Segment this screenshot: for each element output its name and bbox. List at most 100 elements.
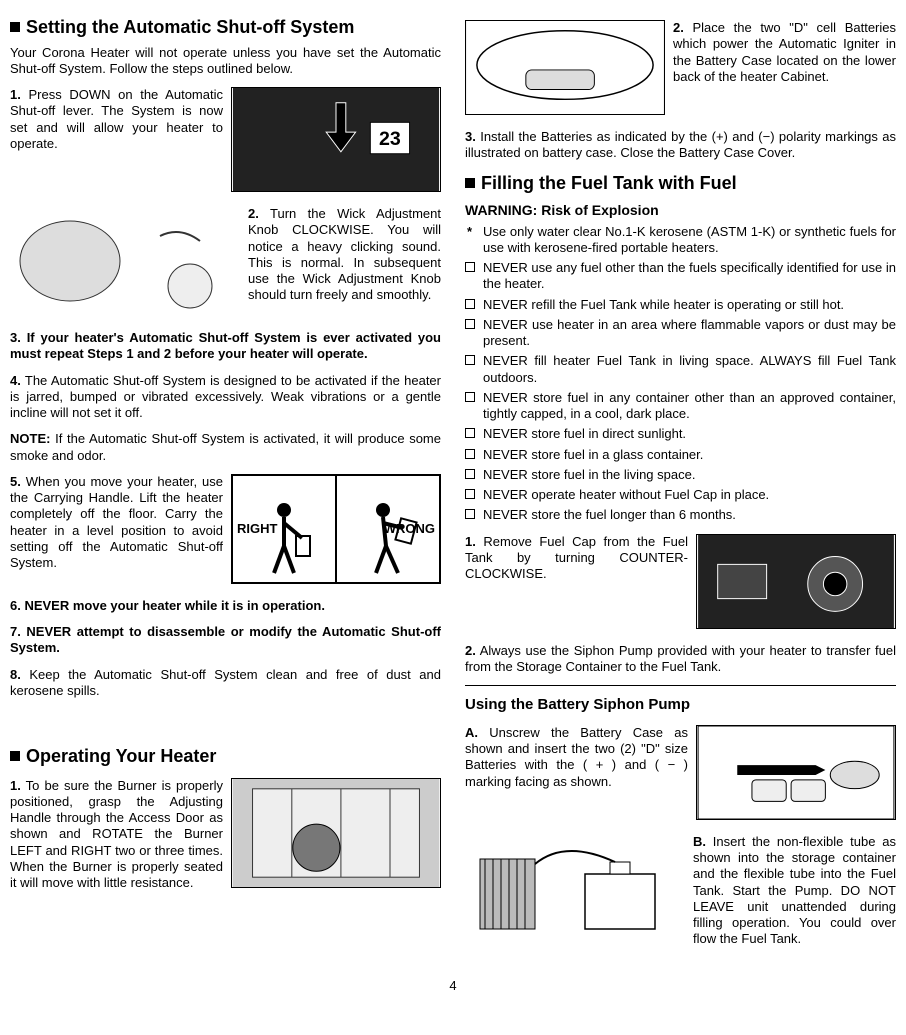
battery-step-2: 2. Place the two "D" cell Batteries whic… xyxy=(465,20,896,119)
checkbox-icon xyxy=(465,299,475,309)
siphon-stepA-text: Unscrew the Battery Case as shown and in… xyxy=(465,725,688,789)
step-num-3: 3. xyxy=(10,330,21,345)
warning-item: NEVER store fuel in the living space. xyxy=(465,467,896,483)
fuel-step-num-2: 2. xyxy=(465,643,476,658)
carry-right-icon xyxy=(254,498,314,578)
note-label: NOTE: xyxy=(10,431,50,446)
fuel-cap-image xyxy=(696,534,896,629)
operating-step1-image xyxy=(231,778,441,888)
checkbox-icon xyxy=(465,392,475,402)
heading-fuel-text: Filling the Fuel Tank with Fuel xyxy=(481,172,737,195)
checkbox-icon xyxy=(465,509,475,519)
step-num-5: 5. xyxy=(10,474,21,489)
bat-step-num-3: 3. xyxy=(465,129,476,144)
battery-step-3: 3. Install the Batteries as indicated by… xyxy=(465,129,896,162)
fuel-step1-text: Remove Fuel Cap from the Fuel Tank by tu… xyxy=(465,534,688,582)
step2-text: Turn the Wick Adjustment Knob CLOCKWISE.… xyxy=(248,206,441,302)
bat-step3-text: Install the Batteries as indicated by th… xyxy=(465,129,896,160)
warning-item: NEVER use heater in an area where flamma… xyxy=(465,317,896,350)
warning-text: NEVER store fuel in any container other … xyxy=(483,390,896,421)
warning-text: NEVER store the fuel longer than 6 month… xyxy=(483,507,736,522)
step5-text: When you move your heater, use the Carry… xyxy=(10,474,223,570)
heading-operating: Operating Your Heater xyxy=(10,745,441,768)
right-wrong-diagram: RIGHT xyxy=(231,474,441,584)
shutoff-note: NOTE: If the Automatic Shut-off System i… xyxy=(10,431,441,464)
warning-text: NEVER use any fuel other than the fuels … xyxy=(483,260,896,291)
checkbox-icon xyxy=(465,489,475,499)
warning-item: NEVER refill the Fuel Tank while heater … xyxy=(465,297,896,313)
step1-text: Press DOWN on the Automatic Shut-off lev… xyxy=(10,87,223,151)
siphon-pump-image xyxy=(465,834,685,939)
square-bullet-icon xyxy=(465,178,475,188)
checkbox-icon xyxy=(465,319,475,329)
warning-text: NEVER store fuel in a glass container. xyxy=(483,447,703,462)
siphon-step-num-a: A. xyxy=(465,725,478,740)
shutoff-step2-image xyxy=(10,206,240,316)
checkbox-icon xyxy=(465,428,475,438)
note-text: If the Automatic Shut-off System is acti… xyxy=(10,431,441,462)
warning-list: Use only water clear No.1-K kerosene (AS… xyxy=(465,224,896,524)
checkbox-icon xyxy=(465,262,475,272)
bat-step-num-2: 2. xyxy=(673,20,684,35)
step-num-7: 7. xyxy=(10,624,21,639)
warning-item: NEVER store fuel in any container other … xyxy=(465,390,896,423)
op-step-num-1: 1. xyxy=(10,778,21,793)
warning-text: NEVER fill heater Fuel Tank in living sp… xyxy=(483,353,896,384)
carry-wrong-icon xyxy=(358,498,418,578)
operating-step-1: 1. To be sure the Burner is properly pos… xyxy=(10,778,441,892)
shutoff-step-8: 8. Keep the Automatic Shut-off System cl… xyxy=(10,667,441,700)
step-num-8: 8. xyxy=(10,667,21,682)
heading-siphon: Using the Battery Siphon Pump xyxy=(465,696,896,715)
right-column: 2. Place the two "D" cell Batteries whic… xyxy=(465,10,896,958)
warning-item: Use only water clear No.1-K kerosene (AS… xyxy=(465,224,896,257)
warning-text: NEVER store fuel in the living space. xyxy=(483,467,695,482)
shutoff-step-3: 3. If your heater's Automatic Shut-off S… xyxy=(10,330,441,363)
warning-item: NEVER use any fuel other than the fuels … xyxy=(465,260,896,293)
checkbox-icon xyxy=(465,469,475,479)
step7-text: NEVER attempt to disassemble or modify t… xyxy=(10,624,441,655)
checkbox-icon xyxy=(465,355,475,365)
right-cell: RIGHT xyxy=(233,476,337,582)
image-number-23: 23 xyxy=(379,128,401,150)
siphon-step-a: A. Unscrew the Battery Case as shown and… xyxy=(465,725,896,824)
warning-text: NEVER operate heater without Fuel Cap in… xyxy=(483,487,769,502)
warning-item: NEVER fill heater Fuel Tank in living sp… xyxy=(465,353,896,386)
step6-text: NEVER move your heater while it is in op… xyxy=(21,598,325,613)
shutoff-step-2: 2. Turn the Wick Adjustment Knob CLOCKWI… xyxy=(10,206,441,320)
checkbox-icon xyxy=(465,449,475,459)
step-num-4: 4. xyxy=(10,373,21,388)
shutoff-step-5: RIGHT xyxy=(10,474,441,588)
shutoff-step1-image: 23 xyxy=(231,87,441,192)
warning-item: NEVER store the fuel longer than 6 month… xyxy=(465,507,896,523)
fuel-step-num-1: 1. xyxy=(465,534,476,549)
left-column: Setting the Automatic Shut-off System Yo… xyxy=(10,10,441,958)
wrong-label: WRONG xyxy=(384,521,435,537)
heading-shutoff-text: Setting the Automatic Shut-off System xyxy=(26,16,354,39)
warning-text: NEVER use heater in an area where flamma… xyxy=(483,317,896,348)
wrong-cell: WRONG xyxy=(337,476,439,582)
warning-item: NEVER store fuel in direct sunlight. xyxy=(465,426,896,442)
fuel-step2-text: Always use the Siphon Pump provided with… xyxy=(465,643,896,674)
warning-heading: WARNING: Risk of Explosion xyxy=(465,202,896,220)
step-num-1: 1. xyxy=(10,87,21,102)
fuel-step-2: 2. Always use the Siphon Pump provided w… xyxy=(465,643,896,676)
page-number: 4 xyxy=(10,978,896,994)
battery-case-image xyxy=(465,20,665,115)
warning-text: NEVER refill the Fuel Tank while heater … xyxy=(483,297,844,312)
section-divider xyxy=(465,685,896,686)
siphon-step-b: B. Insert the non-flexible tube as shown… xyxy=(465,834,896,948)
step8-text: Keep the Automatic Shut-off System clean… xyxy=(10,667,441,698)
step-num-6: 6. xyxy=(10,598,21,613)
step4-text: The Automatic Shut-off System is designe… xyxy=(10,373,441,421)
warning-text: NEVER store fuel in direct sunlight. xyxy=(483,426,686,441)
shutoff-step-7: 7. NEVER attempt to disassemble or modif… xyxy=(10,624,441,657)
siphon-stepB-text: Insert the non-flexible tube as shown in… xyxy=(693,834,896,947)
siphon-battery-image xyxy=(696,725,896,820)
step-num-2: 2. xyxy=(248,206,259,221)
fuel-step-1: 1. Remove Fuel Cap from the Fuel Tank by… xyxy=(465,534,896,633)
siphon-step-num-b: B. xyxy=(693,834,706,849)
op-step1-text: To be sure the Burner is properly positi… xyxy=(10,778,223,891)
warning-text: Use only water clear No.1-K kerosene (AS… xyxy=(483,224,896,255)
right-label: RIGHT xyxy=(237,521,277,537)
warning-item: NEVER store fuel in a glass container. xyxy=(465,447,896,463)
